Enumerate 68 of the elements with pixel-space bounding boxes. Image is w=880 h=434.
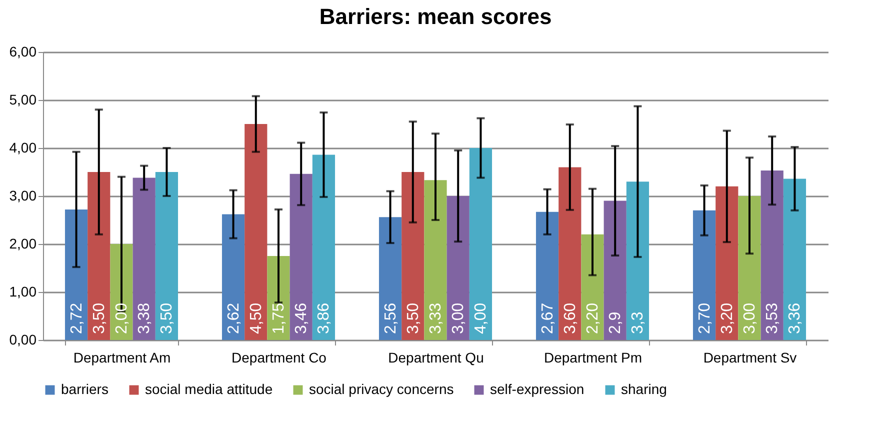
bar: [738, 196, 761, 340]
bar: [312, 154, 336, 340]
data-label: 4,00: [472, 302, 490, 334]
data-label: 3,3: [630, 312, 647, 334]
chart-title: Barriers: mean scores: [319, 4, 552, 29]
y-tick-label: 1,00: [9, 284, 37, 300]
bar: [716, 186, 738, 340]
y-tick-label: 4,00: [9, 140, 37, 156]
bar: [604, 200, 626, 340]
data-label: 3,38: [136, 302, 154, 334]
y-tick-label: 0,00: [9, 332, 37, 348]
bar: [267, 256, 290, 340]
data-label: 3,46: [293, 302, 310, 334]
data-label: 3,00: [450, 302, 468, 334]
data-label: 3,20: [718, 302, 736, 334]
bar: [558, 167, 582, 340]
data-label: 3,33: [428, 302, 444, 334]
data-label: 3,36: [786, 302, 804, 334]
legend-label: barriers: [61, 381, 108, 397]
data-label: 3,50: [90, 302, 108, 334]
x-tick-label: Department Sv: [703, 350, 797, 366]
data-label: 2,70: [696, 302, 714, 334]
legend-label: self-expression: [490, 381, 584, 397]
bar: [626, 182, 650, 340]
bar: [692, 210, 716, 340]
data-label: 3,53: [764, 302, 782, 334]
bar: [536, 212, 559, 340]
bar: [469, 148, 492, 340]
data-label: 2,9: [607, 312, 624, 334]
bar: [290, 174, 312, 340]
data-label: 2,62: [225, 302, 242, 334]
data-label: 3,00: [742, 302, 758, 334]
data-label: 4,50: [248, 302, 265, 334]
data-label: 2,72: [68, 302, 86, 334]
bar: [110, 244, 133, 340]
y-tick-label: 3,00: [9, 188, 37, 204]
bar: [424, 180, 447, 340]
data-label: 2,00: [114, 302, 130, 334]
bar: [402, 172, 424, 340]
legend-label: social privacy concerns: [309, 381, 454, 397]
bar: [88, 172, 110, 340]
data-label: 3,50: [158, 302, 176, 334]
data-label: 3,60: [562, 302, 579, 334]
legend-label: social media attitude: [145, 381, 273, 397]
x-tick-label: Department Co: [232, 350, 327, 366]
bar: [132, 178, 156, 340]
bar: [581, 234, 604, 340]
y-tick-label: 2,00: [9, 236, 37, 252]
bar: [155, 172, 178, 340]
bar: [378, 217, 402, 340]
bar: [783, 178, 806, 340]
bar: [446, 196, 470, 340]
data-label: 1,75: [270, 302, 288, 334]
data-label: 3,50: [404, 302, 422, 334]
x-tick-label: Department Pm: [544, 350, 642, 366]
x-tick-label: Department Qu: [388, 350, 484, 366]
bar: [222, 214, 245, 340]
x-tick-label: Department Am: [73, 350, 171, 366]
data-label: 2,20: [584, 302, 602, 334]
data-label: 2,67: [539, 302, 556, 334]
bar: [64, 209, 88, 340]
y-tick-label: 5,00: [9, 92, 37, 108]
bar: [244, 124, 268, 340]
y-tick-label: 6,00: [9, 44, 37, 60]
data-label: 2,56: [382, 302, 400, 334]
legend-label: sharing: [621, 381, 667, 397]
data-label: 3,86: [316, 302, 333, 334]
bar: [760, 170, 784, 340]
